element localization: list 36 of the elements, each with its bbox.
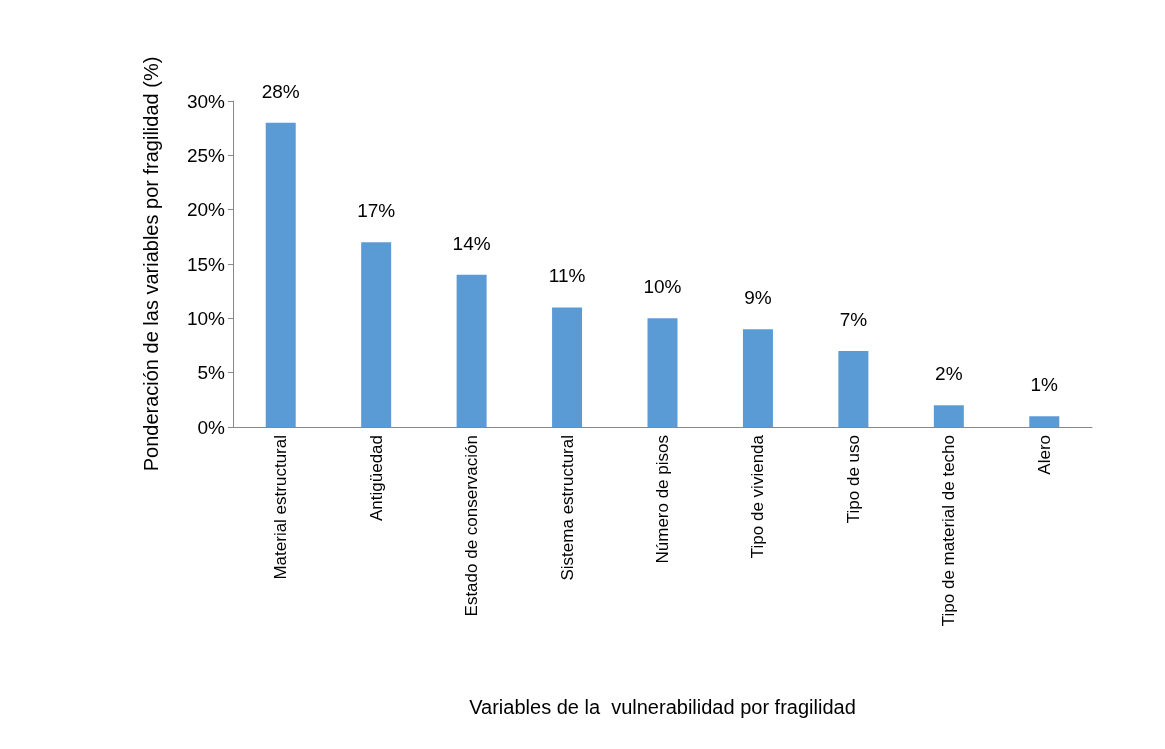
bar bbox=[1029, 416, 1060, 427]
bar bbox=[456, 274, 487, 427]
x-tick-label: Tipo de vivienda bbox=[748, 434, 768, 559]
x-tick-label: Material estructural bbox=[271, 435, 291, 580]
y-tick-label: 0% bbox=[197, 416, 226, 438]
bar bbox=[265, 122, 296, 427]
bar bbox=[647, 318, 678, 427]
bar bbox=[933, 405, 964, 427]
y-axis-title: Ponderación de las variables por fragilidad (%) bbox=[140, 56, 162, 472]
data-label: 1% bbox=[1030, 374, 1059, 396]
data-label: 28% bbox=[261, 80, 300, 102]
data-label: 7% bbox=[839, 308, 868, 330]
y-tick-label: 25% bbox=[186, 144, 226, 166]
x-tick-label: Estado de conservación bbox=[462, 435, 482, 617]
x-tick-label: Número de pisos bbox=[653, 435, 672, 564]
x-tick-label: Sistema estructural bbox=[557, 435, 577, 581]
bar bbox=[361, 242, 392, 427]
y-tick-label: 10% bbox=[186, 307, 226, 329]
x-tick-label: Antigüedad bbox=[366, 435, 386, 522]
data-label: 14% bbox=[452, 232, 491, 254]
x-tick-label: Alero bbox=[1034, 435, 1054, 475]
data-label: 9% bbox=[744, 287, 772, 309]
data-label: 2% bbox=[935, 363, 963, 385]
y-tick-label: 5% bbox=[197, 362, 226, 384]
y-tick-label: 20% bbox=[186, 199, 226, 221]
y-tick-label: 15% bbox=[186, 253, 226, 275]
data-label: 10% bbox=[643, 276, 682, 298]
data-label: 11% bbox=[548, 265, 586, 287]
data-label: 17% bbox=[357, 200, 396, 222]
bar bbox=[742, 329, 773, 427]
bar bbox=[838, 350, 869, 427]
y-tick-label: 30% bbox=[186, 90, 226, 112]
x-axis-title: Variables de la vulnerabilidad por fragilidad bbox=[469, 696, 856, 718]
x-tick-label: Tipo de uso bbox=[843, 435, 863, 524]
bar bbox=[552, 307, 583, 427]
x-tick-label: Tipo de material de techo bbox=[939, 435, 959, 627]
